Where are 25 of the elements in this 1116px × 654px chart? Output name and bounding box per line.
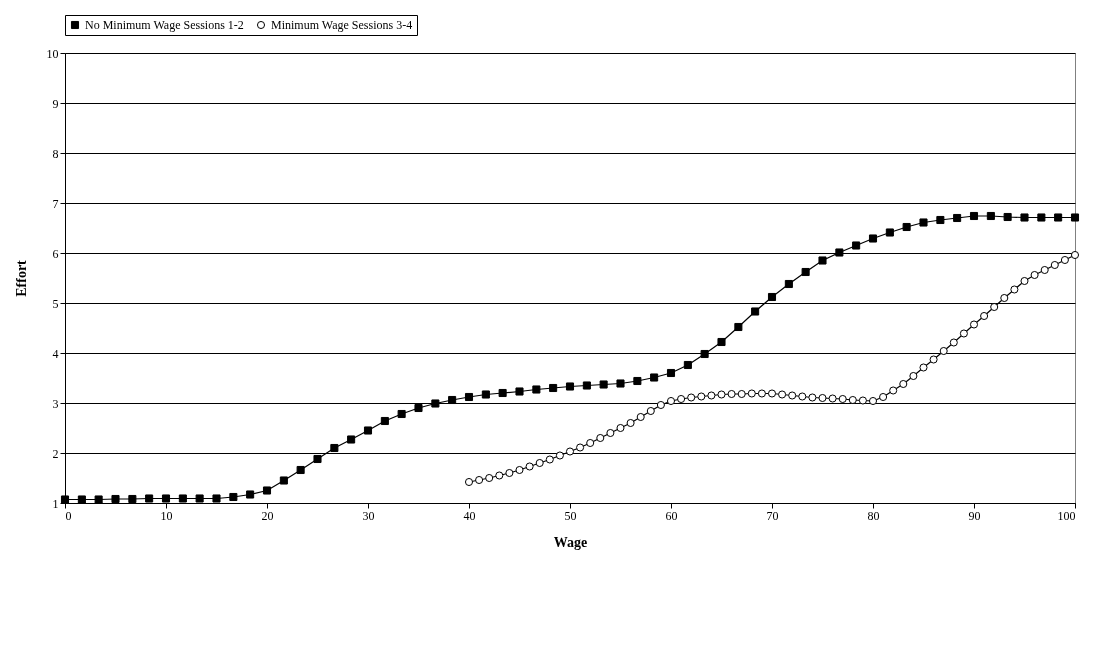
y-tick-label: 2 bbox=[52, 446, 59, 461]
y-tick-label: 1 bbox=[52, 496, 59, 511]
x-tick-label: 10 bbox=[160, 508, 173, 523]
x-tick-label: 70 bbox=[766, 508, 779, 523]
legend-label: No Minimum Wage Sessions 1-2 bbox=[85, 18, 244, 32]
x-tick-label: 80 bbox=[867, 508, 880, 523]
x-tick-label: 90 bbox=[968, 508, 981, 523]
x-tick-label: 40 bbox=[463, 508, 476, 523]
x-axis-title: Wage bbox=[553, 534, 588, 550]
y-tick-label: 7 bbox=[52, 196, 59, 211]
y-tick-label: 3 bbox=[52, 396, 59, 411]
y-tick-label: 9 bbox=[52, 96, 59, 111]
x-tick-label: 0 bbox=[65, 508, 72, 523]
y-tick-label: 8 bbox=[52, 146, 59, 161]
y-tick-label: 6 bbox=[52, 246, 59, 261]
x-tick-label: 50 bbox=[564, 508, 577, 523]
y-tick-label: 4 bbox=[52, 346, 59, 361]
x-tick-label: 20 bbox=[261, 508, 274, 523]
x-tick-label: 100 bbox=[1057, 508, 1076, 523]
legend-label: Minimum Wage Sessions 3-4 bbox=[271, 18, 413, 32]
y-axis-title: Effort bbox=[13, 259, 29, 297]
y-tick-label: 10 bbox=[46, 46, 59, 61]
x-tick-label: 60 bbox=[665, 508, 678, 523]
x-tick-label: 30 bbox=[362, 508, 375, 523]
y-tick-label: 5 bbox=[52, 296, 59, 311]
